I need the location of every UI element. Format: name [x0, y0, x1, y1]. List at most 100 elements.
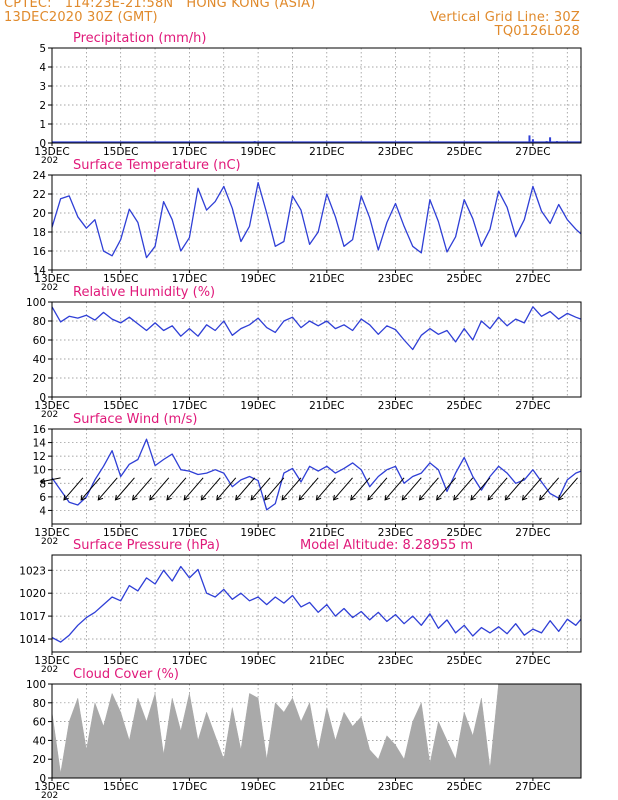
wind-vector-head: [131, 494, 138, 501]
y-tick-label: 14: [33, 265, 47, 277]
wind-vector-head: [521, 494, 528, 501]
y-tick-label: 4: [39, 505, 46, 517]
panel-frame: [51, 47, 582, 144]
panel-5: 0 20 40 60 80 100 13DEC 15DEC 17DEC 19DEC 21DEC 23D…: [26, 667, 582, 800]
x-tick-label: 17DEC: [172, 527, 207, 539]
y-tick-label: 2: [39, 100, 46, 112]
wind-vector: [453, 477, 474, 501]
wind-vector-head: [264, 494, 270, 501]
y-tick-label: 14: [33, 438, 47, 450]
x-tick-label: 21DEC: [309, 527, 344, 539]
panel-frame: [51, 683, 582, 779]
x-tick-label: 15DEC: [103, 273, 138, 285]
wind-vector-head: [418, 494, 425, 501]
header-station: CPTEC: 114:23E-21:58N HONG KONG (ASIA): [4, 0, 316, 11]
panel-title: Precipitation (mm/h): [73, 31, 206, 46]
wind-vector: [436, 477, 456, 501]
y-tick-label: 80: [33, 698, 46, 710]
y-tick-label: 0: [39, 773, 46, 785]
wind-vector-head: [183, 494, 190, 501]
x-tick-label: 27DEC: [515, 527, 550, 539]
wind-vector: [281, 477, 302, 501]
wind-vector-head: [539, 494, 545, 501]
x-tick-label: 27DEC: [515, 781, 550, 793]
precip-bar: [531, 139, 534, 143]
y-tick-label: 4: [39, 62, 46, 74]
wind-vector: [384, 477, 405, 501]
x-tick-label: 13DEC: [34, 655, 69, 667]
wind-vector-head: [350, 494, 356, 501]
y-tick-label: 60: [33, 717, 46, 729]
panel-annotation: Model Altitude: 8.28955 m: [300, 538, 473, 553]
x-tick-label: 27DEC: [515, 273, 550, 285]
x-tick-label: 21DEC: [309, 146, 344, 158]
x-tick-label: 25DEC: [446, 400, 481, 412]
wind-vector-head: [80, 494, 86, 501]
precip-bar: [545, 141, 548, 143]
series-line: [51, 438, 582, 511]
x-tick-label: 25DEC: [446, 781, 481, 793]
x-year-fragment: 202: [41, 156, 58, 166]
wind-vector-head: [298, 494, 305, 501]
wind-vector-head: [332, 494, 339, 501]
x-tick-label: 21DEC: [309, 655, 344, 667]
header-date: 13DEC2020 30Z (GMT): [4, 10, 158, 25]
x-tick-label: 15DEC: [103, 146, 138, 158]
precip-bar: [528, 135, 531, 143]
x-tick-label: 17DEC: [172, 655, 207, 667]
y-tick-label: 1014: [19, 634, 46, 646]
x-tick-label: 27DEC: [515, 655, 550, 667]
wind-vector-head: [235, 494, 241, 501]
y-tick-label: 1023: [19, 565, 46, 577]
panel-title: Surface Pressure (hPa): [73, 538, 220, 553]
y-tick-label: 1020: [19, 588, 46, 600]
wind-vector: [235, 477, 256, 501]
series-line: [51, 181, 582, 259]
x-tick-label: 15DEC: [103, 527, 138, 539]
x-tick-label: 17DEC: [172, 781, 207, 793]
series-line: [51, 565, 582, 643]
wind-vector: [132, 477, 152, 501]
x-year-fragment: 202: [41, 283, 58, 293]
y-tick-label: 8: [39, 478, 46, 490]
x-tick-label: 17DEC: [172, 400, 207, 412]
precip-bar: [549, 137, 552, 143]
y-tick-label: 40: [33, 735, 46, 747]
x-tick-label: 13DEC: [34, 273, 69, 285]
wind-vector: [522, 477, 542, 501]
panel-frame: [51, 301, 582, 398]
wind-vector-head: [281, 494, 287, 501]
wind-vector: [539, 477, 560, 501]
x-tick-label: 25DEC: [446, 655, 481, 667]
wind-vector-head: [200, 494, 207, 501]
wind-vector-head: [39, 478, 46, 484]
wind-vector: [470, 477, 491, 501]
wind-vector: [419, 477, 439, 501]
panel-frame: [51, 174, 582, 271]
wind-vector: [316, 477, 336, 501]
wind-vector-head: [216, 494, 222, 501]
y-tick-label: 16: [33, 246, 47, 258]
wind-vector: [250, 477, 271, 501]
x-tick-label: 25DEC: [446, 527, 481, 539]
wind-vector-head: [453, 494, 459, 501]
x-tick-label: 15DEC: [103, 400, 138, 412]
panel-frame: [51, 554, 582, 653]
panel-0: 0 1 2 3 4 5 13DEC 15DEC 17DEC 19DEC 21DEC 23DEC 25DE…: [34, 31, 582, 166]
cloud-area: [51, 683, 582, 779]
wind-vector-head: [149, 494, 155, 501]
wind-vector: [487, 477, 508, 501]
y-tick-label: 6: [39, 492, 46, 504]
x-tick-label: 23DEC: [378, 655, 413, 667]
wind-vector: [401, 477, 422, 501]
panel-title: Surface Wind (m/s): [73, 412, 197, 427]
x-tick-label: 13DEC: [34, 781, 69, 793]
wind-vector-head: [435, 494, 442, 501]
panel-frame: [51, 428, 582, 525]
panel-title: Surface Temperature (nC): [73, 158, 241, 173]
x-tick-label: 13DEC: [34, 400, 69, 412]
y-tick-label: 20: [33, 208, 46, 220]
y-tick-label: 12: [33, 451, 46, 463]
x-tick-label: 13DEC: [34, 527, 69, 539]
